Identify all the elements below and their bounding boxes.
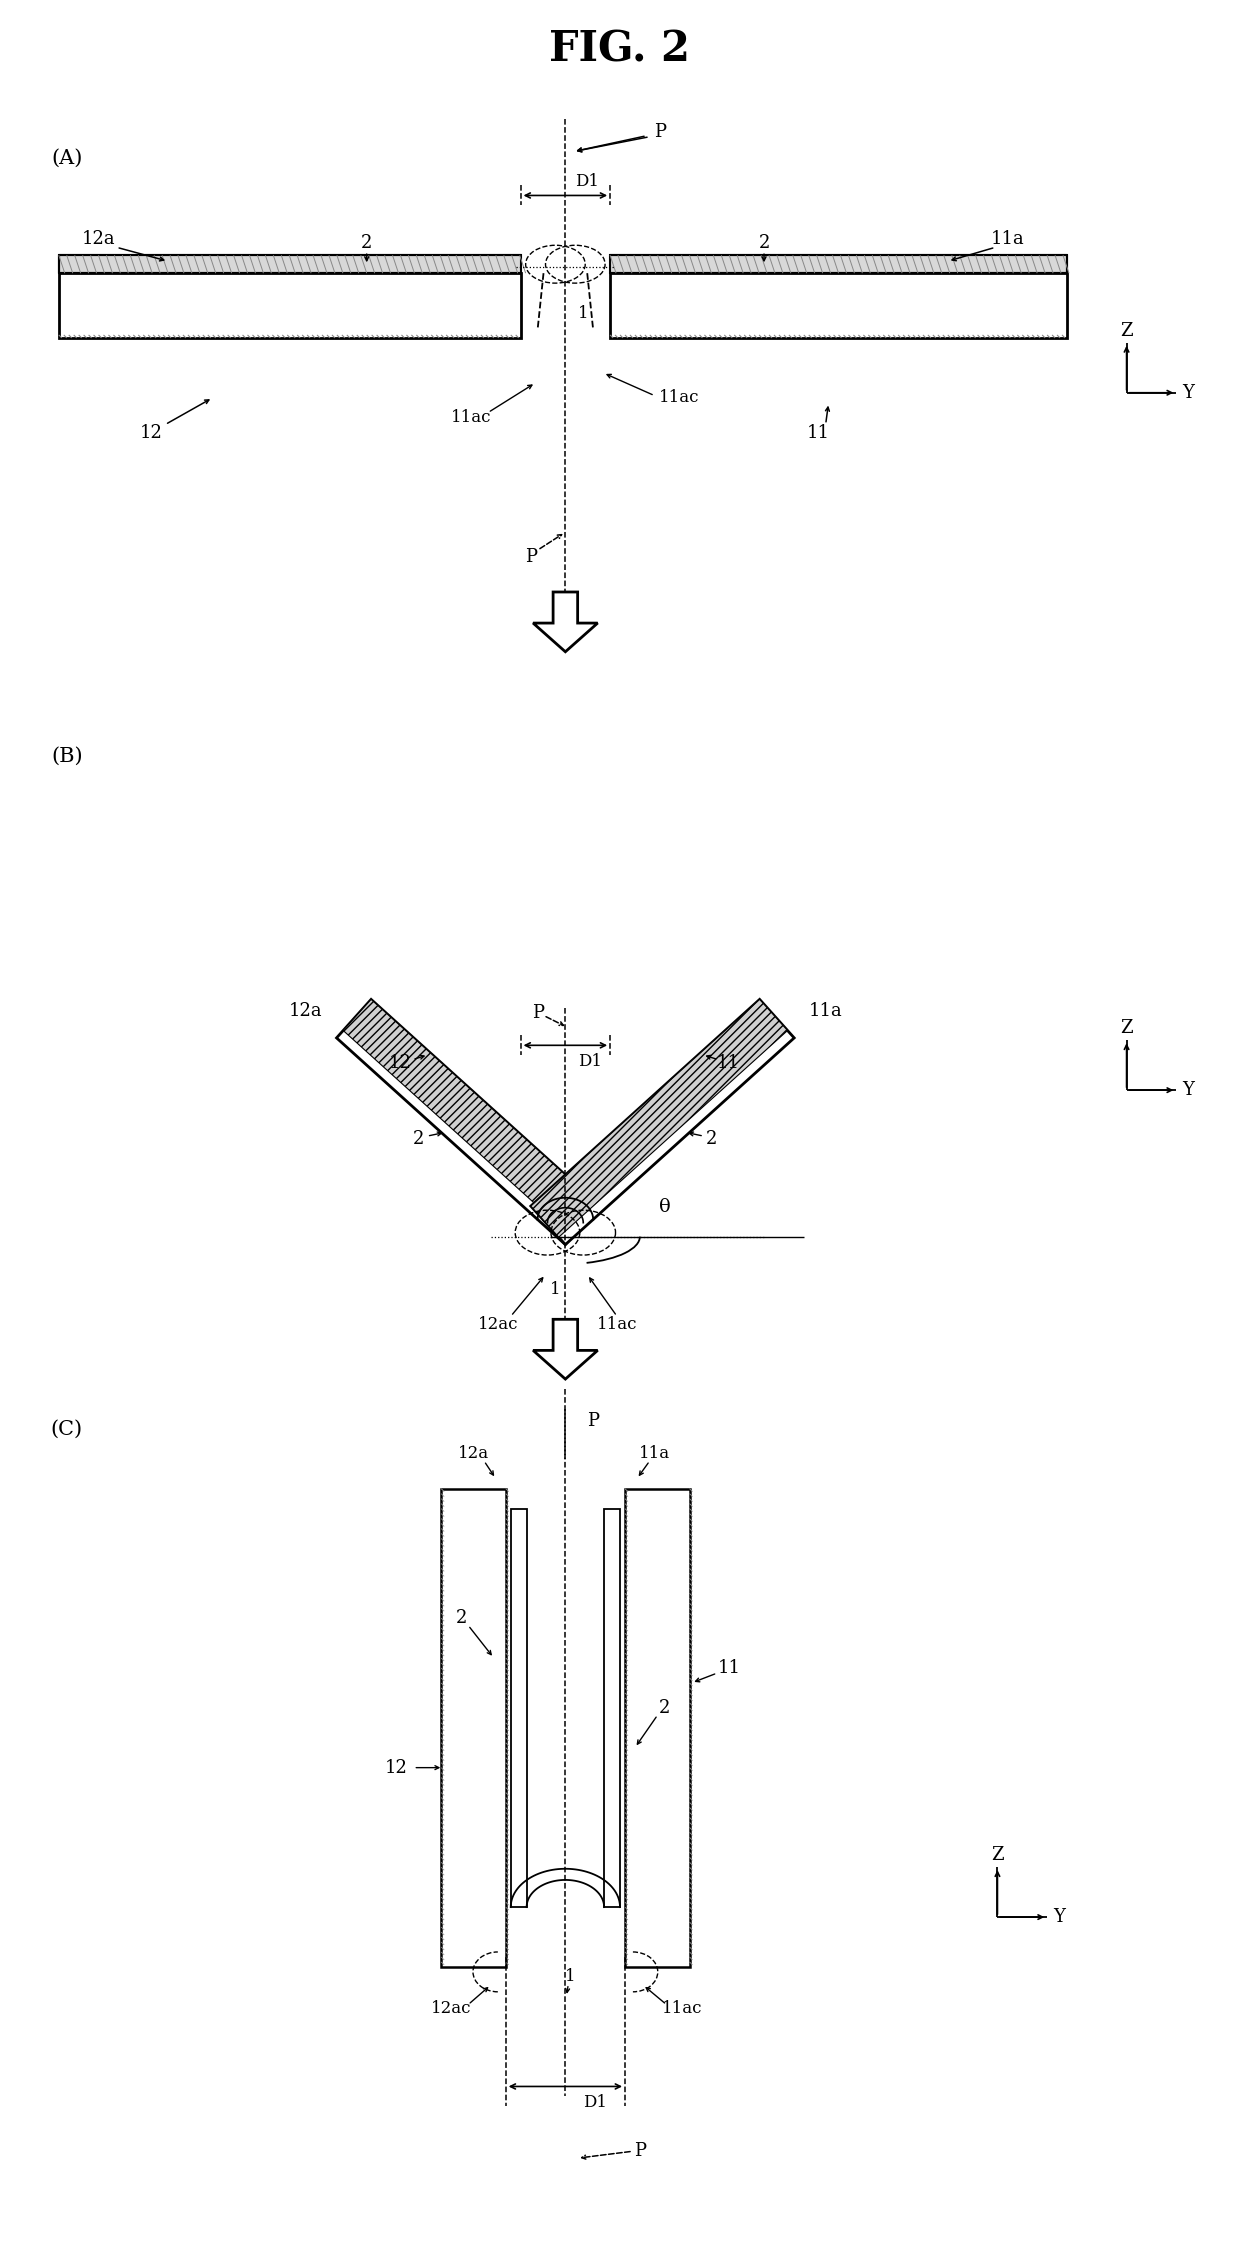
Bar (604, 1508, 620, 1906)
Text: Y: Y (1182, 384, 1194, 402)
Text: θ: θ (658, 1198, 671, 1216)
Text: P: P (588, 1411, 599, 1429)
Text: 11a: 11a (639, 1445, 671, 1463)
Bar (625, 1488, 689, 1967)
Polygon shape (531, 999, 794, 1244)
Text: D1: D1 (583, 2094, 608, 2112)
Text: 12ac: 12ac (477, 1316, 518, 1332)
Polygon shape (531, 999, 787, 1237)
Polygon shape (533, 1320, 598, 1379)
Text: 1: 1 (551, 1282, 560, 1298)
Text: 12ac: 12ac (430, 2001, 471, 2017)
Text: 11ac: 11ac (451, 409, 491, 425)
Text: P: P (634, 2141, 646, 2159)
Text: 2: 2 (361, 235, 372, 253)
Text: 12: 12 (386, 1759, 408, 1777)
Text: 12a: 12a (459, 1445, 490, 1463)
Text: Z: Z (1120, 321, 1133, 339)
Text: Y: Y (1182, 1081, 1194, 1099)
Text: D1: D1 (578, 1054, 603, 1069)
Polygon shape (533, 592, 598, 651)
Text: (C): (C) (51, 1420, 83, 1438)
Text: 11ac: 11ac (662, 2001, 703, 2017)
Text: 11: 11 (717, 1054, 740, 1072)
Text: 11ac: 11ac (596, 1316, 637, 1332)
Bar (610, 274, 1066, 337)
Bar (58, 255, 521, 274)
Text: 1: 1 (565, 1969, 575, 1985)
Text: 2: 2 (455, 1610, 466, 1628)
Text: 2: 2 (759, 235, 770, 253)
Text: 2: 2 (707, 1130, 718, 1149)
Text: 11a: 11a (991, 231, 1024, 249)
Text: 11a: 11a (808, 1002, 842, 1020)
Polygon shape (343, 999, 600, 1237)
Text: 11ac: 11ac (660, 389, 699, 407)
Text: 2: 2 (413, 1130, 424, 1149)
Text: 2: 2 (658, 1698, 671, 1716)
Bar (511, 1508, 527, 1906)
Text: 12a: 12a (82, 231, 115, 249)
Text: 12: 12 (389, 1054, 412, 1072)
Text: (B): (B) (51, 746, 83, 766)
Text: 11: 11 (807, 423, 830, 441)
Text: D1: D1 (575, 174, 599, 190)
Text: P: P (525, 547, 537, 565)
Text: 12: 12 (140, 423, 162, 441)
Text: Z: Z (991, 1847, 1003, 1865)
Text: P: P (532, 1004, 543, 1022)
Text: FIG. 2: FIG. 2 (549, 27, 691, 70)
Text: 1: 1 (578, 305, 589, 321)
Text: 12a: 12a (289, 1002, 322, 1020)
Text: 11: 11 (718, 1660, 740, 1678)
Text: Y: Y (1053, 1908, 1065, 1926)
Text: (A): (A) (51, 149, 82, 167)
Bar (441, 1488, 506, 1967)
Polygon shape (336, 999, 600, 1244)
Bar (610, 255, 1066, 274)
Text: Z: Z (1120, 1020, 1133, 1038)
Bar (58, 274, 521, 337)
Text: P: P (653, 122, 666, 140)
